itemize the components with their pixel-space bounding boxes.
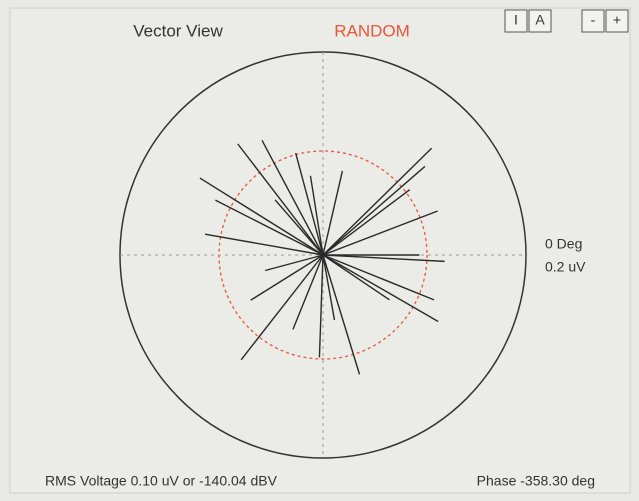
vector <box>322 254 445 263</box>
button-label[interactable]: + <box>613 12 621 28</box>
vector <box>274 199 324 256</box>
vector <box>322 254 439 323</box>
vector <box>295 152 324 256</box>
button-label[interactable]: I <box>514 12 518 28</box>
vector <box>264 254 324 272</box>
vector <box>292 254 324 330</box>
vector <box>322 165 426 256</box>
vector <box>215 199 324 256</box>
vector <box>318 254 324 358</box>
vector <box>237 143 324 256</box>
vector <box>204 233 324 256</box>
angle-label: 0 Deg <box>545 236 582 252</box>
vector <box>309 175 324 256</box>
vector <box>322 189 411 256</box>
vector <box>322 254 435 301</box>
button[interactable]: - <box>581 9 605 33</box>
vector <box>199 177 324 256</box>
button-label[interactable]: A <box>535 12 545 28</box>
vectors <box>199 139 445 375</box>
vector <box>261 139 324 256</box>
button[interactable]: A <box>528 9 552 33</box>
vector <box>322 210 438 256</box>
vector <box>322 254 336 321</box>
vector <box>250 254 324 301</box>
scale-label: 0.2 uV <box>545 259 586 275</box>
title: Vector View <box>133 21 223 40</box>
vector <box>322 254 361 375</box>
button[interactable]: I <box>504 9 528 33</box>
vector <box>322 147 433 256</box>
rms-readout: RMS Voltage 0.10 uV or -140.04 dBV <box>45 473 278 489</box>
phase-readout: Phase -358.30 deg <box>477 473 595 489</box>
vector <box>240 254 324 361</box>
mode: RANDOM <box>334 21 410 40</box>
button-label[interactable]: - <box>591 12 596 28</box>
vector <box>322 254 390 301</box>
button[interactable]: + <box>605 9 629 33</box>
vector <box>322 170 344 256</box>
